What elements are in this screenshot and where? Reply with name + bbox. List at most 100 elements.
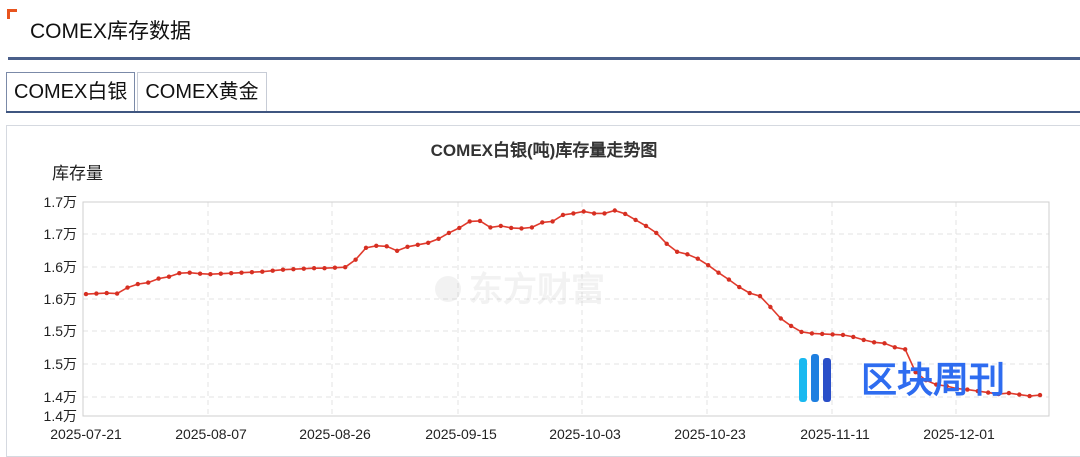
x-tick-label: 2025-11-11: [800, 426, 870, 442]
data-point: [125, 285, 130, 290]
data-point: [540, 220, 545, 225]
data-point: [509, 225, 514, 231]
x-tick-label: 2025-10-03: [549, 426, 621, 442]
data-point: [436, 236, 441, 241]
x-tick-label: 2025-07-21: [50, 426, 122, 442]
data-point: [239, 270, 244, 275]
header-divider: [8, 57, 1080, 60]
data-point: [301, 266, 306, 271]
data-point: [903, 347, 908, 352]
data-point: [954, 386, 960, 391]
y-tick-label: 1.6万: [44, 259, 77, 275]
data-point: [923, 378, 929, 383]
y-tick-label: 1.4万: [44, 389, 77, 405]
data-point: [405, 244, 410, 249]
data-point: [623, 211, 628, 217]
data-point: [311, 266, 317, 271]
data-point: [394, 248, 400, 253]
plot-frame: [82, 201, 1050, 417]
data-point: [197, 271, 203, 276]
weekly-logo-bar-3: [823, 358, 831, 402]
data-point: [809, 331, 815, 336]
data-point: [1037, 392, 1043, 398]
y-tick-labels: 1.4万 1.4万 1.5万 1.5万 1.6万 1.6万 1.7万 1.7万: [44, 194, 77, 424]
grid-lines: [83, 202, 1049, 416]
data-point: [1027, 393, 1032, 399]
data-point: [166, 274, 172, 279]
data-point: [322, 266, 327, 271]
y-tick-label: 1.7万: [44, 194, 77, 210]
data-point: [218, 271, 223, 276]
y-tick-label: 1.7万: [44, 226, 77, 242]
data-point: [768, 304, 773, 310]
corner-accent-icon: [7, 9, 17, 19]
inventory-line-chart: COMEX白银(吨)库存量走势图 库存量 东方财富 1.4万1.4万1.5万1.…: [44, 140, 1050, 442]
data-point: [747, 290, 752, 296]
data-point: [1017, 392, 1022, 397]
data-point: [799, 329, 804, 335]
section-title: COMEX库存数据: [30, 20, 192, 43]
data-point: [882, 341, 887, 346]
weekly-logo-bar-1: [799, 358, 807, 402]
data-point: [654, 230, 659, 236]
data-point: [135, 281, 140, 287]
data-point: [384, 244, 389, 249]
x-tick-label: 2025-10-23: [674, 426, 746, 442]
data-point: [156, 276, 161, 281]
data-point: [757, 293, 763, 299]
data-point: [426, 240, 431, 245]
data-point: [104, 290, 109, 296]
data-point: [851, 334, 856, 340]
data-point: [446, 230, 452, 236]
data-point: [229, 271, 234, 276]
data-point: [778, 316, 783, 321]
data-point: [488, 225, 493, 230]
tab-comex-silver[interactable]: COMEX白银: [6, 72, 136, 112]
data-point: [270, 268, 275, 273]
data-point: [529, 225, 535, 230]
data-point: [519, 226, 524, 231]
data-point: [363, 245, 369, 250]
data-point: [986, 390, 991, 395]
data-point: [913, 370, 918, 375]
chart-title: COMEX白银(吨)库存量走势图: [431, 140, 658, 160]
y-tick-label: 1.4万: [44, 408, 77, 424]
data-point: [944, 383, 949, 389]
data-point: [457, 225, 462, 231]
data-point: [187, 270, 192, 275]
x-tick-label: 2025-12-01: [923, 426, 995, 442]
data-point: [861, 337, 866, 343]
data-point: [643, 223, 649, 229]
data-point: [415, 242, 420, 247]
data-point: [498, 223, 503, 229]
data-point: [602, 211, 607, 216]
data-point: [633, 217, 638, 223]
data-point: [343, 265, 348, 270]
x-tick-label: 2025-08-26: [299, 426, 371, 442]
data-point: [332, 265, 338, 270]
data-point: [664, 241, 669, 246]
watermark-brand-text: 东方财富: [469, 270, 605, 310]
data-point: [695, 256, 700, 261]
watermark-brand: 东方财富: [435, 270, 605, 310]
weekly-logo-bar-2: [811, 354, 819, 402]
data-point: [820, 331, 825, 337]
watermark-weekly: 区块周刊: [799, 354, 1005, 402]
data-point: [560, 212, 566, 218]
tab-comex-gold[interactable]: COMEX黄金: [137, 72, 267, 112]
data-point: [674, 249, 680, 254]
data-point: [1006, 390, 1012, 396]
data-point: [550, 219, 555, 224]
data-point: [965, 387, 970, 392]
data-point: [353, 257, 358, 262]
data-point: [871, 340, 877, 345]
data-point: [467, 219, 472, 224]
tabs-divider: [6, 111, 1080, 113]
x-tick-labels: 2025-07-21 2025-08-07 2025-08-26 2025-09-15…: [50, 426, 995, 442]
data-point: [685, 252, 690, 257]
data-point: [726, 277, 732, 282]
data-point: [208, 272, 213, 277]
data-point: [146, 280, 151, 285]
watermark-weekly-text: 区块周刊: [861, 360, 1005, 401]
data-point: [612, 208, 617, 213]
